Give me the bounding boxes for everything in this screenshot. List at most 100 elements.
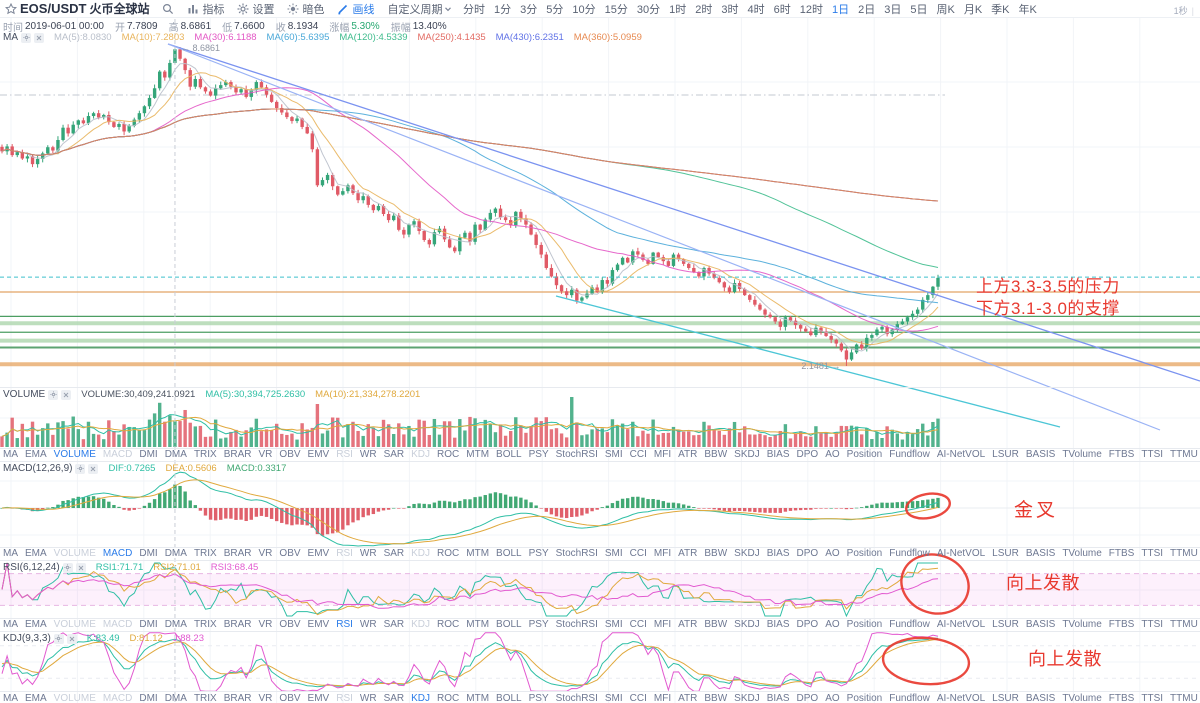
- indicator-tab-MTM[interactable]: MTM: [466, 619, 490, 630]
- indicator-tab-OBV[interactable]: OBV: [279, 693, 301, 703]
- indicator-tab-DPO[interactable]: DPO: [796, 619, 819, 630]
- indicator-tab-AO[interactable]: AO: [825, 693, 840, 703]
- indicator-tab-DMA[interactable]: DMA: [164, 548, 187, 559]
- indicator-tab-SKDJ[interactable]: SKDJ: [734, 619, 760, 630]
- indicator-tab-CCI[interactable]: CCI: [629, 449, 647, 460]
- indicator-tab-RSI[interactable]: RSI: [336, 449, 353, 460]
- indicator-tab-ATR[interactable]: ATR: [678, 693, 698, 703]
- indicator-tab-CCI[interactable]: CCI: [629, 693, 647, 703]
- period-4时[interactable]: 4时: [747, 3, 765, 16]
- indicator-tab-TVolume[interactable]: TVolume: [1062, 548, 1102, 559]
- indicator-tab-FTBS[interactable]: FTBS: [1108, 619, 1135, 630]
- pressure-support-annotation[interactable]: 上方3.3-3.5的压力 下方3.1-3.0的支撑: [976, 276, 1120, 320]
- period-3时[interactable]: 3时: [721, 3, 739, 16]
- indicator-tab-MTM[interactable]: MTM: [466, 548, 490, 559]
- indicator-tab-MA[interactable]: MA: [3, 619, 18, 630]
- indicator-tab-SAR[interactable]: SAR: [383, 449, 405, 460]
- indicator-tab-BIAS[interactable]: BIAS: [766, 449, 790, 460]
- indicator-tab-Fundflow[interactable]: Fundflow: [889, 693, 930, 703]
- indicator-tab-EMV[interactable]: EMV: [307, 619, 330, 630]
- indicator-tab-StochRSI[interactable]: StochRSI: [555, 548, 598, 559]
- indicator-tab-Fundflow[interactable]: Fundflow: [889, 619, 930, 630]
- macd-settings-icon[interactable]: [75, 463, 86, 474]
- period-15分[interactable]: 15分: [604, 3, 628, 16]
- indicator-tab-EMA[interactable]: EMA: [25, 619, 47, 630]
- indicator-tab-DPO[interactable]: DPO: [796, 693, 819, 703]
- indicator-tab-ROC[interactable]: ROC: [437, 449, 460, 460]
- rsi-settings-icon[interactable]: [62, 562, 73, 573]
- indicator-tab-CCI[interactable]: CCI: [629, 619, 647, 630]
- period-3日[interactable]: 3日: [884, 3, 902, 16]
- indicator-tab-TTMU[interactable]: TTMU: [1170, 693, 1198, 703]
- indicator-tab-BIAS[interactable]: BIAS: [766, 548, 790, 559]
- indicator-tab-SMI[interactable]: SMI: [604, 449, 623, 460]
- trendlines[interactable]: [167, 43, 1200, 431]
- period-1时[interactable]: 1时: [669, 3, 687, 16]
- indicator-tab-BIAS[interactable]: BIAS: [766, 693, 790, 703]
- indicator-tab-ATR[interactable]: ATR: [678, 449, 698, 460]
- indicator-tab-Position[interactable]: Position: [846, 548, 883, 559]
- indicator-tab-FTBS[interactable]: FTBS: [1108, 548, 1135, 559]
- rsi-divergence-note[interactable]: 向上发散: [1006, 573, 1080, 593]
- indicator-tab-AI-NetVOL[interactable]: AI-NetVOL: [936, 693, 986, 703]
- indicator-tab-DMA[interactable]: DMA: [164, 693, 187, 703]
- indicator-tab-KDJ[interactable]: KDJ: [411, 548, 431, 559]
- indicator-tab-StochRSI[interactable]: StochRSI: [555, 619, 598, 630]
- volume-close-icon[interactable]: [61, 389, 72, 400]
- indicator-tab-BOLL[interactable]: BOLL: [496, 619, 522, 630]
- indicator-tab-MFI[interactable]: MFI: [653, 693, 672, 703]
- period-季K[interactable]: 季K: [991, 3, 1010, 16]
- macd-golden-cross-note[interactable]: 金叉: [1014, 500, 1059, 521]
- indicator-tab-TTSI[interactable]: TTSI: [1141, 693, 1164, 703]
- indicator-tab-PSY[interactable]: PSY: [528, 619, 549, 630]
- indicator-tab-TRIX[interactable]: TRIX: [193, 693, 217, 703]
- indicator-tab-Position[interactable]: Position: [846, 693, 883, 703]
- indicator-tab-TTMU[interactable]: TTMU: [1170, 619, 1198, 630]
- indicator-tab-MFI[interactable]: MFI: [653, 619, 672, 630]
- indicator-tab-AI-NetVOL[interactable]: AI-NetVOL: [936, 548, 986, 559]
- period-月K[interactable]: 月K: [963, 3, 983, 16]
- indicator-tab-AO[interactable]: AO: [825, 449, 840, 460]
- indicator-tab-DPO[interactable]: DPO: [796, 548, 819, 559]
- indicator-tab-VOLUME[interactable]: VOLUME: [53, 693, 96, 703]
- period-分时[interactable]: 分时: [462, 3, 485, 16]
- indicator-tab-PSY[interactable]: PSY: [528, 548, 549, 559]
- indicator-tab-BASIS[interactable]: BASIS: [1025, 693, 1056, 703]
- indicator-tab-EMV[interactable]: EMV: [307, 449, 330, 460]
- indicator-tab-CCI[interactable]: CCI: [629, 548, 647, 559]
- indicator-tab-WR[interactable]: WR: [359, 548, 377, 559]
- indicator-tab-StochRSI[interactable]: StochRSI: [555, 693, 598, 703]
- period-1分[interactable]: 1分: [493, 3, 512, 16]
- indicator-tab-FTBS[interactable]: FTBS: [1108, 449, 1135, 460]
- indicator-tab-AI-NetVOL[interactable]: AI-NetVOL: [936, 449, 986, 460]
- indicator-tab-TTSI[interactable]: TTSI: [1141, 449, 1164, 460]
- drawn-levels[interactable]: [0, 94, 1200, 367]
- indicator-tab-MA[interactable]: MA: [3, 548, 18, 559]
- indicator-tab-RSI[interactable]: RSI: [336, 693, 353, 703]
- indicator-menu[interactable]: 指标: [187, 1, 224, 17]
- indicator-tab-StochRSI[interactable]: StochRSI: [555, 449, 598, 460]
- indicator-tab-SMI[interactable]: SMI: [604, 693, 623, 703]
- indicator-tab-VOLUME[interactable]: VOLUME: [53, 619, 96, 630]
- indicator-tab-DPO[interactable]: DPO: [796, 449, 819, 460]
- macd-golden-cross-circle[interactable]: [904, 490, 951, 521]
- indicator-tab-WR[interactable]: WR: [359, 449, 377, 460]
- indicator-tab-BRAR[interactable]: BRAR: [223, 619, 252, 630]
- indicator-tab-BRAR[interactable]: BRAR: [223, 548, 252, 559]
- dark-mode-toggle[interactable]: 暗色: [287, 1, 324, 17]
- indicator-tab-MA[interactable]: MA: [3, 449, 18, 460]
- indicator-tab-MACD[interactable]: MACD: [102, 548, 133, 559]
- indicator-tab-VOLUME[interactable]: VOLUME: [53, 449, 96, 460]
- indicator-tab-RSI[interactable]: RSI: [336, 548, 353, 559]
- indicator-tab-DMA[interactable]: DMA: [164, 449, 187, 460]
- period-12时[interactable]: 12时: [799, 3, 823, 16]
- indicator-tab-BBW[interactable]: BBW: [704, 548, 728, 559]
- kdj-divergence-note[interactable]: 向上发散: [1028, 649, 1102, 669]
- custom-period-dropdown[interactable]: 自定义周期: [387, 1, 452, 17]
- kdj-settings-icon[interactable]: [53, 633, 64, 644]
- indicator-tab-ATR[interactable]: ATR: [678, 548, 698, 559]
- indicator-tab-WR[interactable]: WR: [359, 693, 377, 703]
- indicator-tab-OBV[interactable]: OBV: [279, 449, 301, 460]
- indicator-tab-KDJ[interactable]: KDJ: [411, 693, 431, 703]
